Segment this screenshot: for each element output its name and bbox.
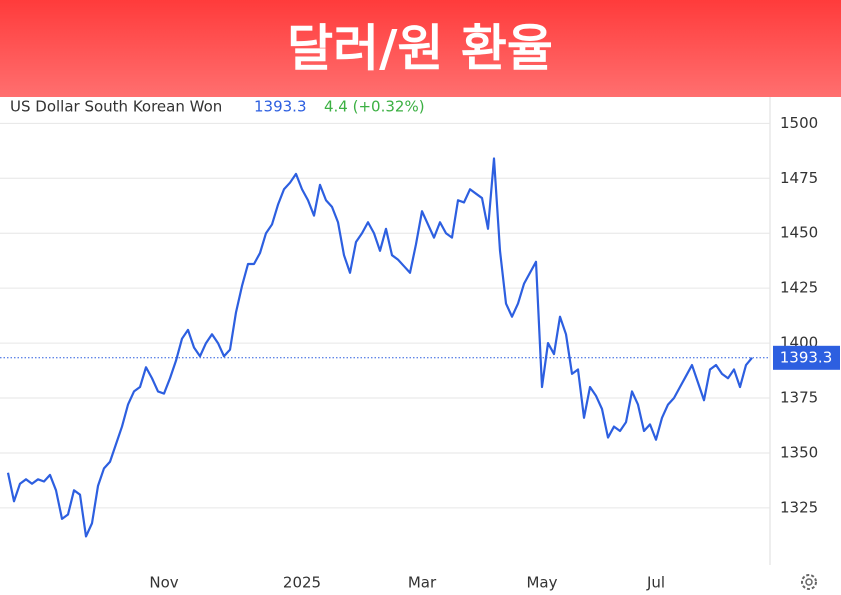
y-tick-label: 1375 [780, 389, 818, 407]
last-value-label: 1393.3 [780, 348, 833, 366]
change: 4.4 (+0.32%) [324, 98, 425, 116]
x-tick-label: 2025 [283, 574, 321, 592]
x-tick-label: May [526, 574, 557, 592]
y-tick-label: 1475 [780, 169, 818, 187]
last-value: 1393.3 [254, 98, 307, 116]
line [6, 157, 753, 538]
x-tick-label: Nov [149, 574, 178, 592]
x-tick-label: Jul [646, 574, 665, 592]
chart-title: 달러/원 환율 [287, 20, 553, 78]
title-banner [0, 0, 841, 97]
y-tick-label: 1425 [780, 279, 818, 297]
series-name: US Dollar South Korean Won [10, 98, 222, 116]
y-tick-label: 1450 [780, 224, 818, 242]
settings-icon[interactable] [801, 574, 817, 590]
last-value-box [773, 345, 840, 370]
y-tick-label: 1500 [780, 114, 818, 132]
x-tick-label: Mar [408, 574, 437, 592]
y-tick-label: 1350 [780, 443, 818, 461]
y-tick-label: 1325 [780, 498, 818, 516]
